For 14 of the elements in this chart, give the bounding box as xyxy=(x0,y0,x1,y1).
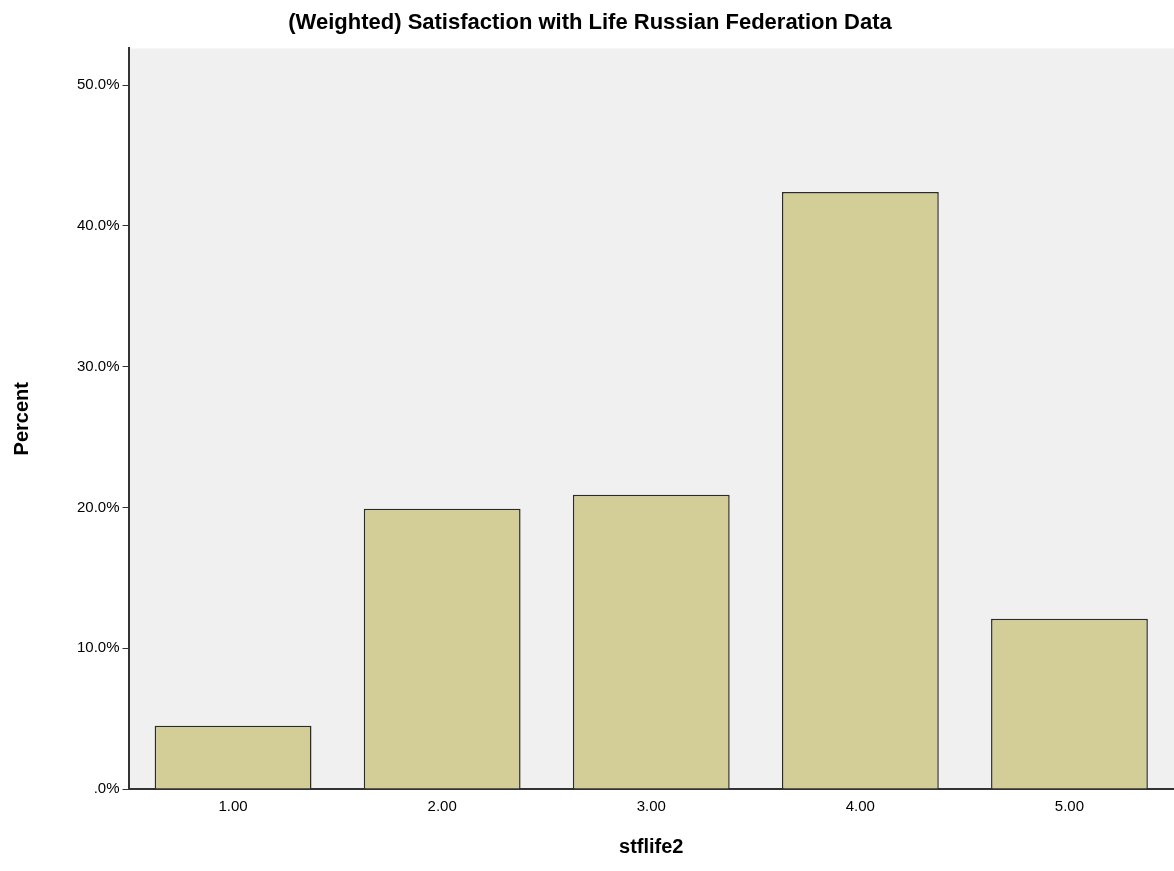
y-tick-label: .0% xyxy=(93,779,120,797)
y-tick-label: 50.0% xyxy=(76,75,120,93)
y-axis-title: Percent xyxy=(9,381,32,456)
y-tick-label: 30.0% xyxy=(76,356,120,374)
x-tick-label: 2.00 xyxy=(427,797,457,815)
x-tick-label: 1.00 xyxy=(218,797,248,815)
chart-title: (Weighted) Satisfaction with Life Russian Federation Data xyxy=(288,9,893,35)
x-axis-title: stflife2 xyxy=(619,834,684,857)
y-tick-label: 10.0% xyxy=(76,638,120,656)
x-tick-label: 5.00 xyxy=(1054,797,1085,815)
x-tick-label: 4.00 xyxy=(845,797,875,815)
y-tick-label: 20.0% xyxy=(76,497,120,515)
x-tick-label: 3.00 xyxy=(636,797,666,815)
y-tick-label: 40.0% xyxy=(76,215,120,233)
